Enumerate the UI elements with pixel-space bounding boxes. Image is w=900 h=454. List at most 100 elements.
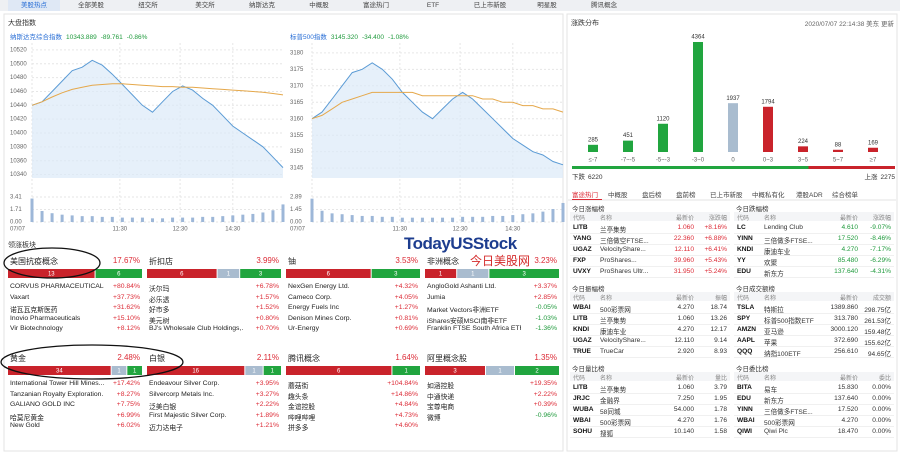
nav-tab[interactable]: 富途热门 <box>363 2 389 9</box>
stock-name[interactable]: Denison Mines Corp. <box>288 314 352 322</box>
table-row-bg[interactable] <box>734 347 894 358</box>
stock-name[interactable]: 好市多 <box>149 307 170 314</box>
table-row-bg[interactable] <box>734 314 894 325</box>
table-row-bg[interactable] <box>734 394 894 405</box>
stock-name[interactable]: 沃尔玛 <box>149 286 170 293</box>
table-row-bg[interactable] <box>570 223 730 234</box>
stock-pct: +4.32% <box>394 283 418 290</box>
stock-name[interactable]: International Tower Hill Mines... <box>10 380 104 387</box>
table-row-bg[interactable] <box>570 405 730 416</box>
stock-name[interactable]: iShares安硕MSCI南非ETF <box>427 317 508 325</box>
table-row-bg[interactable] <box>570 256 730 267</box>
table-row-bg[interactable] <box>570 427 730 438</box>
stock-name[interactable]: Market Vectors非洲ETF <box>427 307 499 314</box>
table-row-bg[interactable] <box>734 303 894 314</box>
stock-name[interactable]: CORVUS PHARMACEUTICALS <box>10 283 104 290</box>
list-tab[interactable]: 富途热门 <box>572 189 602 200</box>
table-row-bg[interactable] <box>570 234 730 245</box>
table-row-bg[interactable] <box>734 223 894 234</box>
table-row-bg[interactable] <box>570 245 730 256</box>
table-cell: 9.14 <box>714 337 727 344</box>
list-tab[interactable]: 盘后榜 <box>642 192 662 199</box>
stock-name[interactable]: New Gold <box>10 422 40 429</box>
table-row-bg[interactable] <box>570 394 730 405</box>
list-tab[interactable]: 已上市新股 <box>710 192 743 199</box>
table-row-bg[interactable] <box>570 325 730 336</box>
nav-tab[interactable]: 纳斯达克 <box>249 2 275 9</box>
stock-name[interactable]: First Majestic Silver Corp. <box>149 411 227 419</box>
stock-name[interactable]: Endeavour Silver Corp. <box>149 380 220 387</box>
table-row-bg[interactable] <box>570 336 730 347</box>
stock-name[interactable]: 必乐透 <box>149 296 170 304</box>
table-row-bg[interactable] <box>734 267 894 278</box>
table-row-bg[interactable] <box>734 234 894 245</box>
stock-name[interactable]: 蘑菇街 <box>288 383 309 390</box>
stock-name[interactable]: Energy Fuels Inc <box>288 304 339 311</box>
nav-tab[interactable]: 已上市新股 <box>473 2 507 9</box>
table-row-bg[interactable] <box>570 347 730 358</box>
table-row-bg[interactable] <box>734 256 894 267</box>
stock-name[interactable]: 中通快递 <box>427 393 455 401</box>
nav-tab[interactable]: 明星股 <box>537 2 557 9</box>
table-row-bg[interactable] <box>734 416 894 427</box>
table-row-bg[interactable] <box>734 245 894 256</box>
volume-bar <box>271 210 275 222</box>
stock-pct: +6.02% <box>116 422 140 429</box>
stock-name[interactable]: 宝尊电商 <box>427 404 455 411</box>
stock-name[interactable]: 拼多多 <box>288 425 309 432</box>
list-tab[interactable]: 港股ADR <box>796 192 823 199</box>
table-row-bg[interactable] <box>734 405 894 416</box>
stock-name[interactable]: Vaxart <box>10 293 30 301</box>
stock-name[interactable]: Silvercorp Metals Inc. <box>149 390 214 398</box>
stock-name[interactable]: Jumia <box>427 293 446 301</box>
table-row-bg[interactable] <box>734 325 894 336</box>
stock-name[interactable]: 美元树 <box>149 317 170 325</box>
stock-name[interactable]: Inovio Pharmaceuticals <box>10 314 81 322</box>
table-header: 最新价 <box>675 216 694 222</box>
list-tab[interactable]: 盘前榜 <box>676 192 696 199</box>
stock-name[interactable]: GALIANO GOLD INC <box>10 401 75 408</box>
stock-name[interactable]: Cameco Corp. <box>288 293 332 301</box>
stock-name[interactable]: 微博 <box>427 414 441 422</box>
stock-name[interactable]: Vir Biotechnology <box>10 325 63 332</box>
stock-name[interactable]: 哈莫尼黄金 <box>10 414 44 422</box>
stock-name[interactable]: AngloGold Ashanti Ltd. <box>427 283 497 290</box>
stock-name[interactable]: NexGen Energy Ltd. <box>288 283 350 290</box>
stock-pct: +104.84% <box>387 380 418 387</box>
nav-tab[interactable]: 纽交所 <box>138 2 158 9</box>
stock-name[interactable]: 泛美白银 <box>149 404 177 411</box>
nav-tab[interactable]: 美交所 <box>195 2 215 9</box>
stock-name[interactable]: 迈力达电子 <box>149 425 183 432</box>
table-cell: 500彩票网 <box>600 420 631 427</box>
list-tab[interactable]: 中概股 <box>608 192 628 199</box>
stock-name[interactable]: 如涵控股 <box>427 383 455 390</box>
stock-name[interactable]: 哔哩哔哩 <box>288 414 316 422</box>
stock-name[interactable]: Ur-Energy <box>288 325 319 332</box>
table-cell: 15.830 <box>837 384 858 391</box>
table-row-bg[interactable] <box>570 314 730 325</box>
table-row-bg[interactable] <box>734 383 894 394</box>
table-row-bg[interactable] <box>734 336 894 347</box>
stock-name[interactable]: Franklin FTSE South Africa ETF <box>427 325 521 332</box>
table-row-bg[interactable] <box>570 416 730 427</box>
stock-name[interactable]: 趣头条 <box>288 393 309 401</box>
nav-tab[interactable]: 全部美股 <box>78 2 104 9</box>
stock-pct: +14.86% <box>390 390 418 398</box>
stock-name[interactable]: 金谊控股 <box>288 404 316 411</box>
table-row-bg[interactable] <box>570 267 730 278</box>
list-tab[interactable]: 综合榜单 <box>832 192 858 199</box>
nav-tab[interactable]: ETF <box>426 2 440 9</box>
list-tab[interactable]: 中概私有化 <box>752 192 785 199</box>
table-row-bg[interactable] <box>734 427 894 438</box>
stock-name[interactable]: 诺瓦瓦克斯医药 <box>10 307 58 314</box>
volume-bar <box>471 216 475 222</box>
table-row-bg[interactable] <box>570 383 730 394</box>
nav-tab[interactable]: 中概股 <box>309 2 329 9</box>
count-label: 1 <box>471 271 475 277</box>
table-cell: 兰亭集势 <box>600 387 627 394</box>
stock-name[interactable]: BJ's Wholesale Club Holdings,... <box>149 325 243 332</box>
nav-tab[interactable]: 腾讯概念 <box>591 2 617 9</box>
table-row-bg[interactable] <box>570 303 730 314</box>
stock-name[interactable]: Tanzanian Royalty Exploration... <box>10 390 104 398</box>
nav-tab[interactable]: 美股热点 <box>8 0 60 11</box>
